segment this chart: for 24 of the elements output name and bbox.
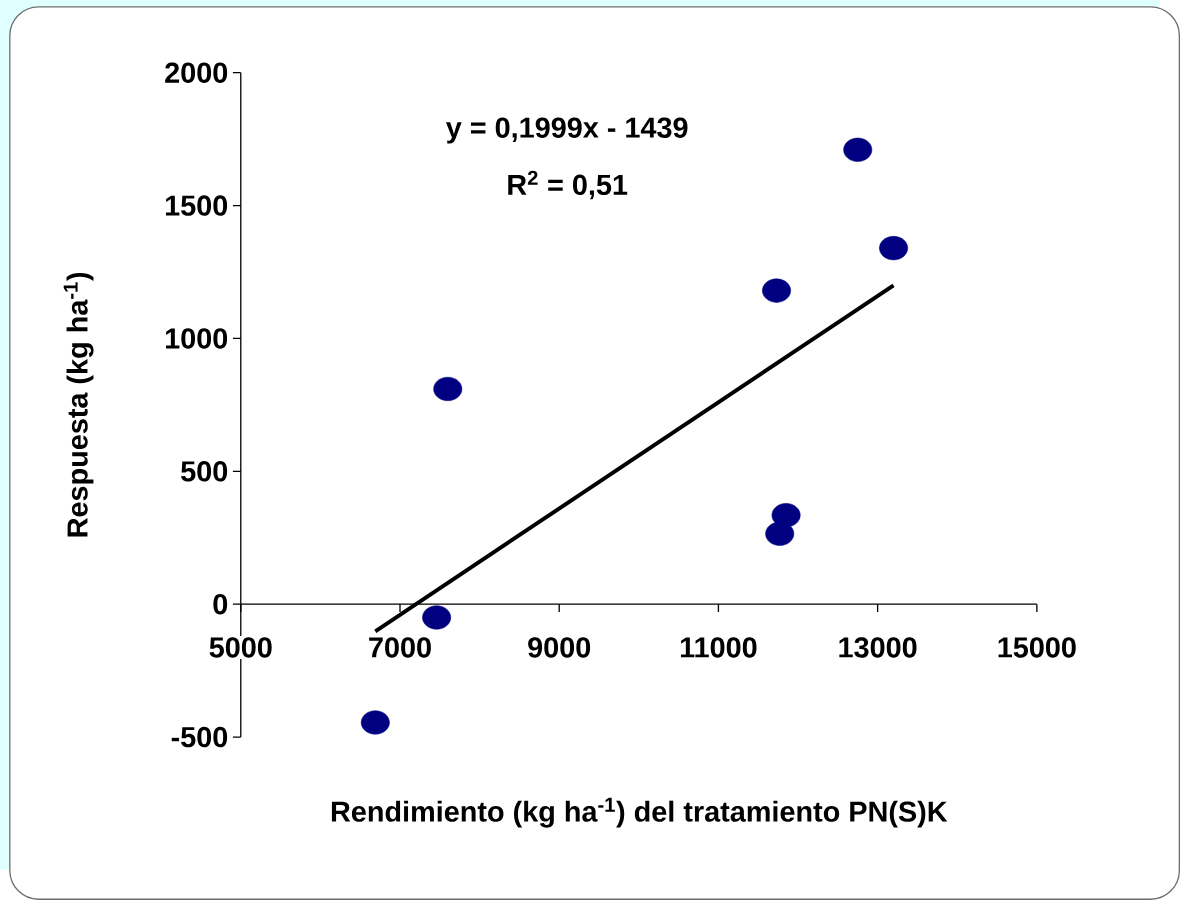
annotation: y = 0,1999x - 1439: [445, 117, 688, 144]
point: [762, 278, 791, 303]
x-tick-label: 7000: [369, 637, 431, 658]
x-tick-label: 13000: [839, 637, 917, 658]
y-tick-label: 0: [213, 594, 228, 615]
point: [360, 710, 390, 735]
x-tick-label: 5000: [209, 637, 272, 658]
y-tick-label: 1000: [165, 328, 228, 349]
x-tick-label: 9000: [528, 637, 591, 658]
x-tick-label: 11000: [680, 637, 757, 658]
point: [765, 521, 795, 546]
y-tick-label: 2000: [165, 62, 228, 83]
point: [422, 605, 452, 630]
y-tick-label: 1500: [165, 195, 228, 216]
point: [771, 503, 801, 528]
y-tick-label: 500: [181, 461, 228, 482]
y-axis-title: Respuesta (kg ha$^{-1}$): [63, 272, 94, 537]
point: [843, 137, 873, 162]
point: [433, 376, 463, 402]
y-tick-label: -500: [171, 726, 228, 748]
annotation: R$^{2}$ = 0,51: [508, 170, 628, 200]
point: [879, 236, 908, 261]
x-tick-label: 15000: [998, 637, 1076, 658]
x-axis-title: Rendimiento (kg ha$^{-1}$) del tratamiento PN(S)K: [331, 797, 948, 828]
